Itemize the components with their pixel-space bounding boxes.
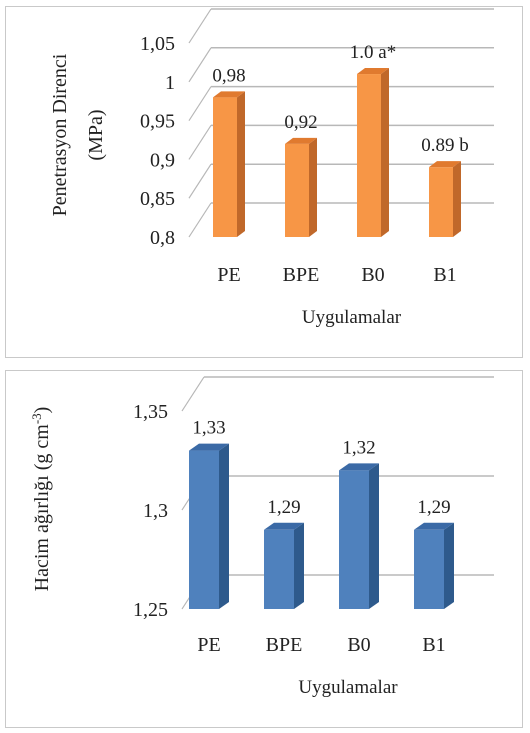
data-label: 0.89 b	[421, 135, 469, 156]
bar-bpe	[264, 529, 294, 609]
data-label: 0,98	[212, 65, 245, 86]
bar-side	[444, 522, 454, 609]
bar-top	[414, 522, 454, 530]
bar-b1	[414, 529, 444, 609]
bar-side	[219, 443, 229, 609]
y-tick-label: 1	[165, 72, 175, 94]
y-tick-label: 1,25	[133, 599, 168, 621]
bar-pe	[189, 450, 219, 609]
bar-b0	[339, 470, 369, 609]
bar-b0	[357, 74, 381, 237]
data-label: 1.0 a*	[350, 42, 396, 63]
gridline-diagonal	[181, 376, 205, 412]
bar-top	[213, 91, 245, 98]
x-axis-title: Uygulamalar	[302, 307, 402, 328]
category-label: B0	[347, 634, 370, 656]
category-label: BPE	[266, 634, 303, 656]
y-tick-label: 1,3	[143, 500, 168, 522]
bar-top	[429, 161, 461, 168]
y-tick-label: 0,9	[150, 149, 175, 171]
category-label: B1	[433, 264, 456, 286]
y-tick-label: 0,8	[150, 227, 175, 249]
bar-bpe	[285, 143, 309, 237]
gridline-diagonal	[188, 202, 212, 238]
x-axis-title: Uygulamalar	[298, 677, 398, 698]
penetration-chart: 0,8 0,85 0,9 0,95 1 1,05 0,98 PE 0,92 BPE 1.0 a* B0…	[49, 8, 494, 328]
bar-side	[309, 137, 317, 237]
category-label: PE	[197, 634, 220, 656]
y-axis-title: Penetrasyon Direnci	[49, 53, 71, 216]
data-label: 1,29	[267, 497, 300, 518]
bar-top	[264, 522, 304, 530]
gridline-diagonal	[188, 125, 212, 160]
bar-side	[453, 161, 461, 237]
penetration-chart-panel: 0,8 0,85 0,9 0,95 1 1,05 0,98 PE 0,92 BPE 1.0 a* B0…	[5, 6, 523, 358]
gridline-diagonal	[188, 47, 212, 83]
bulk-density-chart-panel: 1,25 1,3 1,35 1,33 PE 1,29 BPE 1,32 B0 1,29 B1 Uygu…	[5, 370, 523, 728]
category-label: PE	[217, 264, 240, 286]
y-tick-label: 0,85	[140, 188, 175, 210]
bar-side	[369, 463, 379, 609]
gridline-diagonal	[188, 8, 212, 44]
data-label: 1,32	[342, 437, 375, 458]
bar-side	[381, 68, 389, 237]
data-label: 1,29	[417, 497, 450, 518]
category-label: BPE	[283, 264, 320, 286]
bar-top	[189, 443, 229, 451]
bar-side	[294, 522, 304, 609]
y-axis-title: Hacim ağırlığı (g cm-3)	[29, 407, 54, 592]
gridline-diagonal	[188, 163, 212, 199]
bar-top	[285, 137, 317, 144]
category-label: B0	[361, 264, 384, 286]
bulk-density-chart: 1,25 1,3 1,35 1,33 PE 1,29 BPE 1,32 B0 1,29 B1 Uygu…	[29, 376, 494, 698]
gridline-diagonal	[188, 86, 212, 121]
y-tick-label: 0,95	[140, 111, 175, 133]
y-axis-title: (MPa)	[85, 109, 107, 160]
bar-side	[237, 91, 245, 237]
bar-pe	[213, 97, 237, 237]
bar-b1	[429, 167, 453, 237]
bar-top	[339, 463, 379, 471]
bar-top	[357, 68, 389, 75]
category-label: B1	[422, 634, 445, 656]
y-tick-label: 1,05	[140, 33, 175, 55]
data-label: 1,33	[192, 418, 225, 439]
data-label: 0,92	[284, 112, 317, 133]
y-tick-label: 1,35	[133, 401, 168, 423]
